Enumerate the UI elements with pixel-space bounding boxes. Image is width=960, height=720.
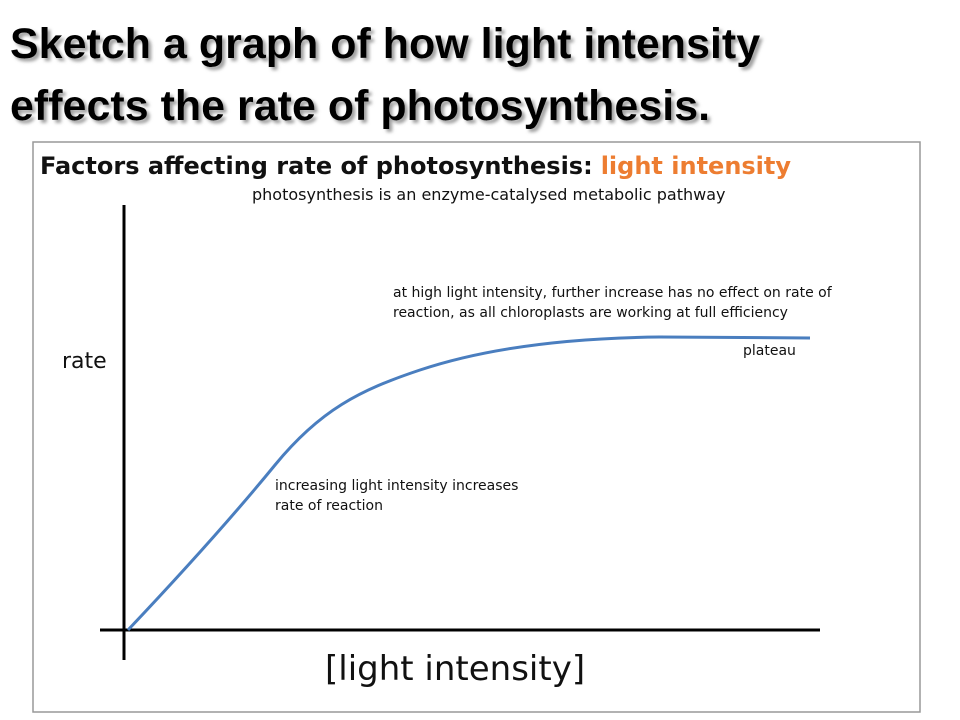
figure-frame [32, 141, 921, 713]
figure-heading: Factors affecting rate of photosynthesis… [40, 152, 791, 180]
annotation-line: rate of reaction [275, 498, 383, 514]
annotation-line: reaction, as all chloroplasts are workin… [393, 305, 788, 321]
y-axis-label: rate [62, 349, 107, 374]
x-axis-label: [light intensity] [325, 649, 585, 689]
figure-subheading: photosynthesis is an enzyme-catalysed me… [252, 185, 725, 204]
annotation-line: at high light intensity, further increas… [393, 285, 833, 301]
annotation-line: increasing light intensity increases [275, 478, 518, 494]
heading-highlight: light intensity [601, 152, 792, 180]
slide-title-line: effects the rate of photosynthesis. [10, 82, 710, 130]
rate-curve [126, 335, 811, 632]
slide-title-line: Sketch a graph of how light intensity [10, 20, 760, 68]
plateau-label: plateau [743, 343, 796, 359]
heading-text: Factors affecting rate of photosynthesis… [40, 152, 593, 180]
